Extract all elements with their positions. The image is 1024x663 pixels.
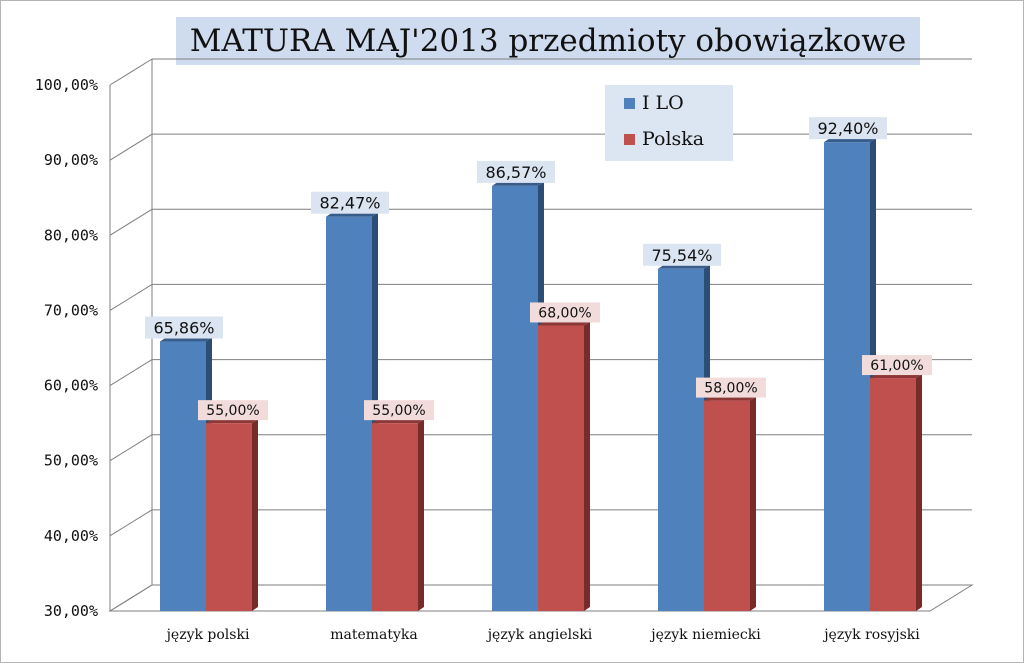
data-label-text: 61,00%: [870, 358, 923, 374]
y-tick-label: 30,00%: [44, 602, 98, 620]
x-tick-label: język angielski: [486, 627, 593, 643]
bar-polska: [538, 321, 590, 611]
bar-front: [704, 400, 750, 611]
data-label-polska: 55,00%: [198, 400, 268, 421]
bar-i-lo: [492, 181, 544, 611]
data-label-bg: [809, 117, 887, 140]
data-label-i-lo: 65,86%: [145, 316, 223, 339]
data-label-text: 75,54%: [651, 246, 712, 265]
data-label-polska: 61,00%: [862, 355, 932, 376]
bar-front: [372, 423, 418, 611]
chart-title: MATURA MAJ'2013 przedmioty obowiązkowe: [176, 17, 920, 65]
data-label-text: 65,86%: [153, 319, 214, 338]
side-gridline: [109, 509, 153, 537]
bar-polska: [704, 396, 756, 611]
data-label-text: 92,40%: [817, 119, 878, 138]
bar-side: [418, 419, 424, 611]
data-label-text: 86,57%: [485, 163, 546, 182]
data-label-bg: [145, 316, 223, 339]
data-label-i-lo: 86,57%: [477, 160, 555, 183]
data-label-text: 82,47%: [319, 194, 380, 213]
data-label-i-lo: 82,47%: [311, 191, 389, 214]
data-label-bg: [477, 160, 555, 183]
legend-box: [605, 85, 733, 161]
side-gridline: [109, 133, 153, 161]
legend-label: Polska: [642, 128, 704, 150]
y-tick-label: 80,00%: [44, 226, 98, 244]
data-label-i-lo: 75,54%: [643, 243, 721, 266]
side-gridline: [109, 208, 153, 236]
legend-swatch: [624, 134, 635, 145]
y-axis-ticks: 30,00% 40,00% 50,00% 60,00% 70,00% 80,00% 90,0…: [35, 76, 98, 620]
data-label-i-lo: 92,40%: [809, 117, 887, 140]
floor: [108, 584, 974, 612]
bar-front: [160, 341, 206, 611]
legend-label: I LO: [642, 92, 684, 114]
bar-front: [492, 185, 538, 611]
y-tick-label: 70,00%: [44, 301, 98, 319]
y-tick-label: 60,00%: [44, 377, 98, 395]
side-gridline: [109, 434, 153, 462]
data-label-bg: [696, 377, 766, 398]
side-gridline: [109, 359, 153, 386]
side-gridline: [109, 58, 153, 86]
y-tick-label: 90,00%: [44, 151, 98, 169]
data-label-bg: [530, 302, 600, 323]
bar-side: [750, 396, 756, 611]
bar-polska: [206, 419, 258, 611]
bar-front: [824, 142, 870, 611]
x-tick-label: język niemiecki: [649, 627, 761, 643]
bar-polska: [372, 419, 424, 611]
y-tick-label: 50,00%: [44, 452, 98, 470]
y-tick-label: 100,00%: [35, 76, 98, 94]
data-label-text: 55,00%: [206, 403, 259, 419]
bar-i-lo: [658, 264, 710, 611]
legend-swatch: [624, 98, 635, 109]
bar-i-lo: [824, 138, 876, 611]
x-axis-ticks: język polski matematyka język angielski jęz…: [165, 627, 921, 643]
bar-front: [658, 268, 704, 611]
data-label-polska: 68,00%: [530, 302, 600, 323]
bar-side: [252, 419, 258, 611]
bar-side: [584, 321, 590, 611]
data-label-text: 55,00%: [372, 403, 425, 419]
legend: I LO Polska: [605, 85, 733, 161]
data-label-bg: [311, 191, 389, 214]
data-label-bg: [198, 400, 268, 421]
side-gridline: [109, 284, 153, 311]
data-label-text: 58,00%: [704, 381, 757, 397]
bar-front: [206, 423, 252, 611]
data-label-text: 68,00%: [538, 305, 591, 321]
data-labels: 65,86% 55,00% 82,47% 55,00% 86,57% 68,00% 75,5…: [145, 117, 932, 421]
bar-side: [916, 374, 922, 611]
x-tick-label: matematyka: [330, 627, 418, 643]
data-label-polska: 58,00%: [696, 377, 766, 398]
data-label-bg: [862, 355, 932, 376]
data-label-polska: 55,00%: [364, 400, 434, 421]
bar-front: [870, 378, 916, 611]
bar-front: [538, 325, 584, 611]
bar-i-lo: [160, 337, 212, 611]
x-tick-label: język rosyjski: [822, 627, 920, 643]
data-label-bg: [643, 243, 721, 266]
x-tick-label: język polski: [165, 627, 250, 643]
y-tick-label: 40,00%: [44, 527, 98, 545]
bar-polska: [870, 374, 922, 611]
data-label-bg: [364, 400, 434, 421]
